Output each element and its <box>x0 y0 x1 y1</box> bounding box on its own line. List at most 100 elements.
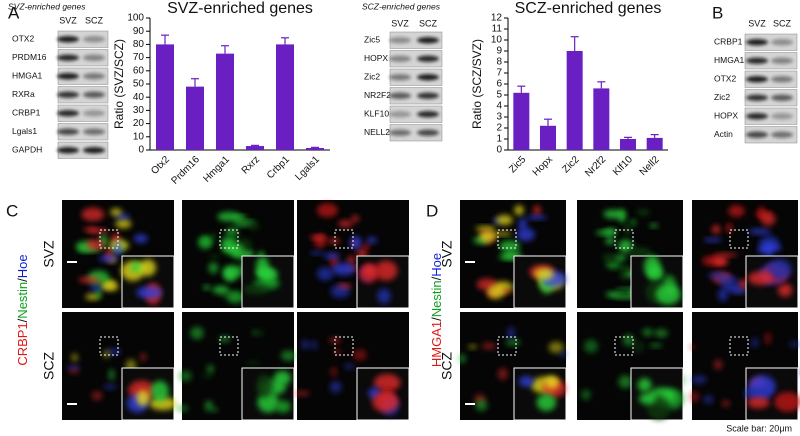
inset-signal <box>136 286 162 299</box>
blot-row-label: Zic2 <box>364 72 380 82</box>
blot-band <box>83 36 105 43</box>
y-tick-label: 30 <box>133 105 145 116</box>
roi-box <box>219 229 239 249</box>
roi-box <box>614 229 634 249</box>
inset-signal <box>275 400 291 413</box>
blot-band <box>83 110 105 117</box>
inset-signal <box>777 283 793 297</box>
bar <box>216 53 234 150</box>
blot-row-label: OTX2 <box>714 74 736 84</box>
x-tick-label: Zic2 <box>561 154 582 175</box>
signal <box>293 390 310 396</box>
signal <box>713 359 723 370</box>
signal <box>329 380 342 393</box>
signal <box>95 290 102 298</box>
signal <box>691 375 707 384</box>
blot-band <box>771 39 793 46</box>
signal <box>309 234 327 240</box>
signal <box>366 237 377 244</box>
blot-band <box>83 54 105 61</box>
signal <box>204 400 214 412</box>
inset-signal <box>637 378 652 392</box>
bar <box>156 44 174 150</box>
signal <box>764 332 772 345</box>
blot-band <box>83 91 105 98</box>
signal <box>605 237 615 245</box>
y-tick-label: 8 <box>496 57 502 68</box>
blot-band <box>389 37 411 44</box>
panel-label: D <box>426 201 438 220</box>
y-tick-label: 5 <box>496 90 502 101</box>
signal <box>103 384 117 390</box>
panel-label: A <box>8 3 20 22</box>
signal <box>362 243 371 250</box>
blot-row-label: RXRa <box>12 89 35 99</box>
bar <box>620 139 636 150</box>
blot-band <box>83 73 105 80</box>
signal <box>496 214 513 226</box>
inset-signal <box>774 392 800 412</box>
signal <box>115 219 132 229</box>
signal <box>728 204 745 218</box>
stain-part: / <box>429 276 444 280</box>
stain-label: HMGA1/Nestin/Hoe <box>429 253 444 367</box>
y-tick-label: 90 <box>133 26 145 37</box>
x-tick-label: Zic5 <box>507 154 528 175</box>
blot-row-label: GAPDH <box>12 145 42 155</box>
signal <box>86 238 105 251</box>
signal <box>316 203 338 218</box>
inset-signal <box>373 373 401 392</box>
signal <box>176 405 189 412</box>
x-tick-label: Crbp1 <box>265 154 292 181</box>
roi-box <box>497 229 517 249</box>
signal <box>211 407 219 413</box>
inset-signal <box>644 255 661 278</box>
blot-band <box>417 129 439 136</box>
inset-signal <box>534 267 554 281</box>
x-tick-label: Hmga1 <box>201 154 232 185</box>
blot-band <box>746 131 768 138</box>
signal <box>309 340 319 350</box>
blot-band <box>57 36 79 43</box>
signal <box>301 339 309 350</box>
stain-part: CRBP1 <box>15 322 30 365</box>
region-label: SVZ <box>41 240 57 268</box>
signal <box>91 391 103 401</box>
blot-band <box>417 74 439 81</box>
y-tick-label: 9 <box>496 46 502 57</box>
inset-signal <box>255 374 273 398</box>
signal <box>89 284 104 291</box>
y-tick-label: 100 <box>127 13 144 24</box>
signal <box>618 239 633 253</box>
signal <box>618 375 633 389</box>
signal <box>581 389 591 400</box>
y-tick-label: 3 <box>496 112 502 123</box>
signal <box>208 262 219 274</box>
x-tick-label: Klf10 <box>611 154 635 178</box>
chart-title: SVZ-enriched genes <box>167 0 313 17</box>
panel-label: C <box>6 201 18 220</box>
lane-label: SVZ <box>59 15 77 25</box>
blot-band <box>83 128 105 135</box>
inset-signal <box>536 393 557 412</box>
inset-signal <box>372 392 399 413</box>
y-tick-label: 10 <box>491 35 503 46</box>
stain-part: Hoe <box>15 254 30 278</box>
signal <box>344 363 355 370</box>
roi-box <box>99 336 119 356</box>
panel-label: B <box>712 3 723 22</box>
x-tick-label: Otx2 <box>149 154 172 177</box>
inset-signal <box>748 271 773 286</box>
blot-row-label: Zic5 <box>364 35 380 45</box>
blot-band <box>57 54 79 61</box>
region-label: SCZ <box>41 352 57 380</box>
stain-part: / <box>15 318 30 322</box>
inset-signal <box>374 260 398 281</box>
signal <box>190 326 204 340</box>
signal <box>518 218 527 231</box>
inset-signal <box>545 375 560 389</box>
blot-row-label: Zic2 <box>714 92 730 102</box>
blot-row-label: Actin <box>714 129 733 139</box>
signal <box>505 339 521 346</box>
signal <box>330 366 338 377</box>
